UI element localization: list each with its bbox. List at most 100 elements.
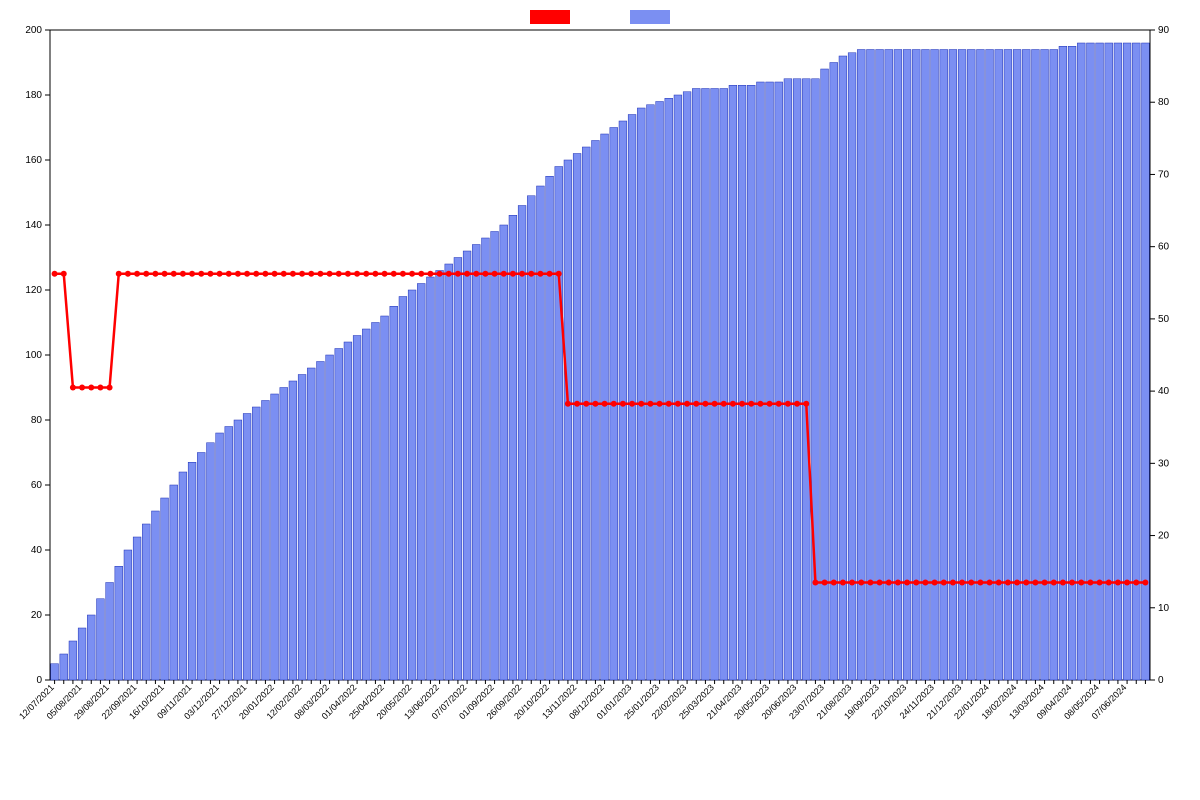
line-marker [281, 271, 287, 277]
line-marker [693, 401, 699, 407]
bar [133, 537, 141, 680]
bar [555, 167, 563, 681]
y-left-tick-label: 200 [25, 25, 42, 36]
line-marker [877, 580, 883, 586]
line-marker [574, 401, 580, 407]
line-marker [684, 401, 690, 407]
bar [372, 323, 380, 681]
bar [207, 443, 215, 680]
y-right-tick-label: 90 [1158, 25, 1170, 36]
bar [839, 56, 847, 680]
bar [262, 401, 270, 681]
line-marker [336, 271, 342, 277]
line-marker [317, 271, 323, 277]
bar [97, 599, 105, 680]
bar [124, 550, 132, 680]
line-marker [803, 401, 809, 407]
line-marker [1106, 580, 1112, 586]
bar [491, 232, 499, 681]
line-marker [977, 580, 983, 586]
line-marker [638, 401, 644, 407]
line-marker [620, 401, 626, 407]
line-marker [363, 271, 369, 277]
bar [573, 154, 581, 681]
line-marker [235, 271, 241, 277]
y-left-tick-label: 160 [25, 155, 42, 166]
line-marker [501, 271, 507, 277]
bar [738, 85, 746, 680]
line-marker [712, 401, 718, 407]
line-marker [88, 385, 94, 391]
bar [362, 329, 370, 680]
line-marker [143, 271, 149, 277]
line-marker [987, 580, 993, 586]
line-marker [849, 580, 855, 586]
bar [500, 225, 508, 680]
bar [78, 628, 86, 680]
line-marker [473, 271, 479, 277]
line-marker [180, 271, 186, 277]
bar [601, 134, 609, 680]
bar [399, 297, 407, 681]
y-left-tick-label: 80 [31, 415, 43, 426]
line-marker [519, 271, 525, 277]
bar [87, 615, 95, 680]
bar [757, 82, 765, 680]
line-marker [602, 401, 608, 407]
line-marker [748, 401, 754, 407]
bar [188, 462, 196, 680]
line-marker [950, 580, 956, 586]
line-marker [528, 271, 534, 277]
bar [436, 271, 444, 681]
bar [564, 160, 572, 680]
line-marker [583, 401, 589, 407]
bar [234, 420, 242, 680]
line-marker [611, 401, 617, 407]
y-left-tick-label: 20 [31, 610, 43, 621]
bar [472, 245, 480, 681]
line-marker [1069, 580, 1075, 586]
bar [353, 336, 361, 681]
line-marker [757, 401, 763, 407]
bar [280, 388, 288, 681]
bar [647, 105, 655, 680]
bar [766, 82, 774, 680]
line-marker [492, 271, 498, 277]
bar [619, 121, 627, 680]
bar [335, 349, 343, 681]
y-right-tick-label: 0 [1158, 675, 1164, 686]
line-marker [922, 580, 928, 586]
line-marker [354, 271, 360, 277]
bar [509, 215, 517, 680]
line-marker [97, 385, 103, 391]
line-marker [858, 580, 864, 586]
line-marker [116, 271, 122, 277]
line-marker [537, 271, 543, 277]
bar [170, 485, 178, 680]
line-marker [730, 401, 736, 407]
line-marker [1051, 580, 1057, 586]
bar [674, 95, 682, 680]
bar [152, 511, 160, 680]
line-marker [913, 580, 919, 586]
line-marker [299, 271, 305, 277]
bar [225, 427, 233, 681]
y-left-tick-label: 0 [36, 675, 42, 686]
line-marker [840, 580, 846, 586]
line-marker [455, 271, 461, 277]
bar [665, 98, 673, 680]
bar [289, 381, 297, 680]
line-marker [629, 401, 635, 407]
line-marker [785, 401, 791, 407]
line-marker [262, 271, 268, 277]
line-marker [812, 580, 818, 586]
line-marker [308, 271, 314, 277]
line-marker [1014, 580, 1020, 586]
line-marker [125, 271, 131, 277]
bar [271, 394, 279, 680]
bar [812, 79, 820, 680]
y-right-tick-label: 20 [1158, 531, 1170, 542]
bar [454, 258, 462, 681]
y-left-tick-label: 180 [25, 90, 42, 101]
y-right-tick-label: 10 [1158, 603, 1170, 614]
